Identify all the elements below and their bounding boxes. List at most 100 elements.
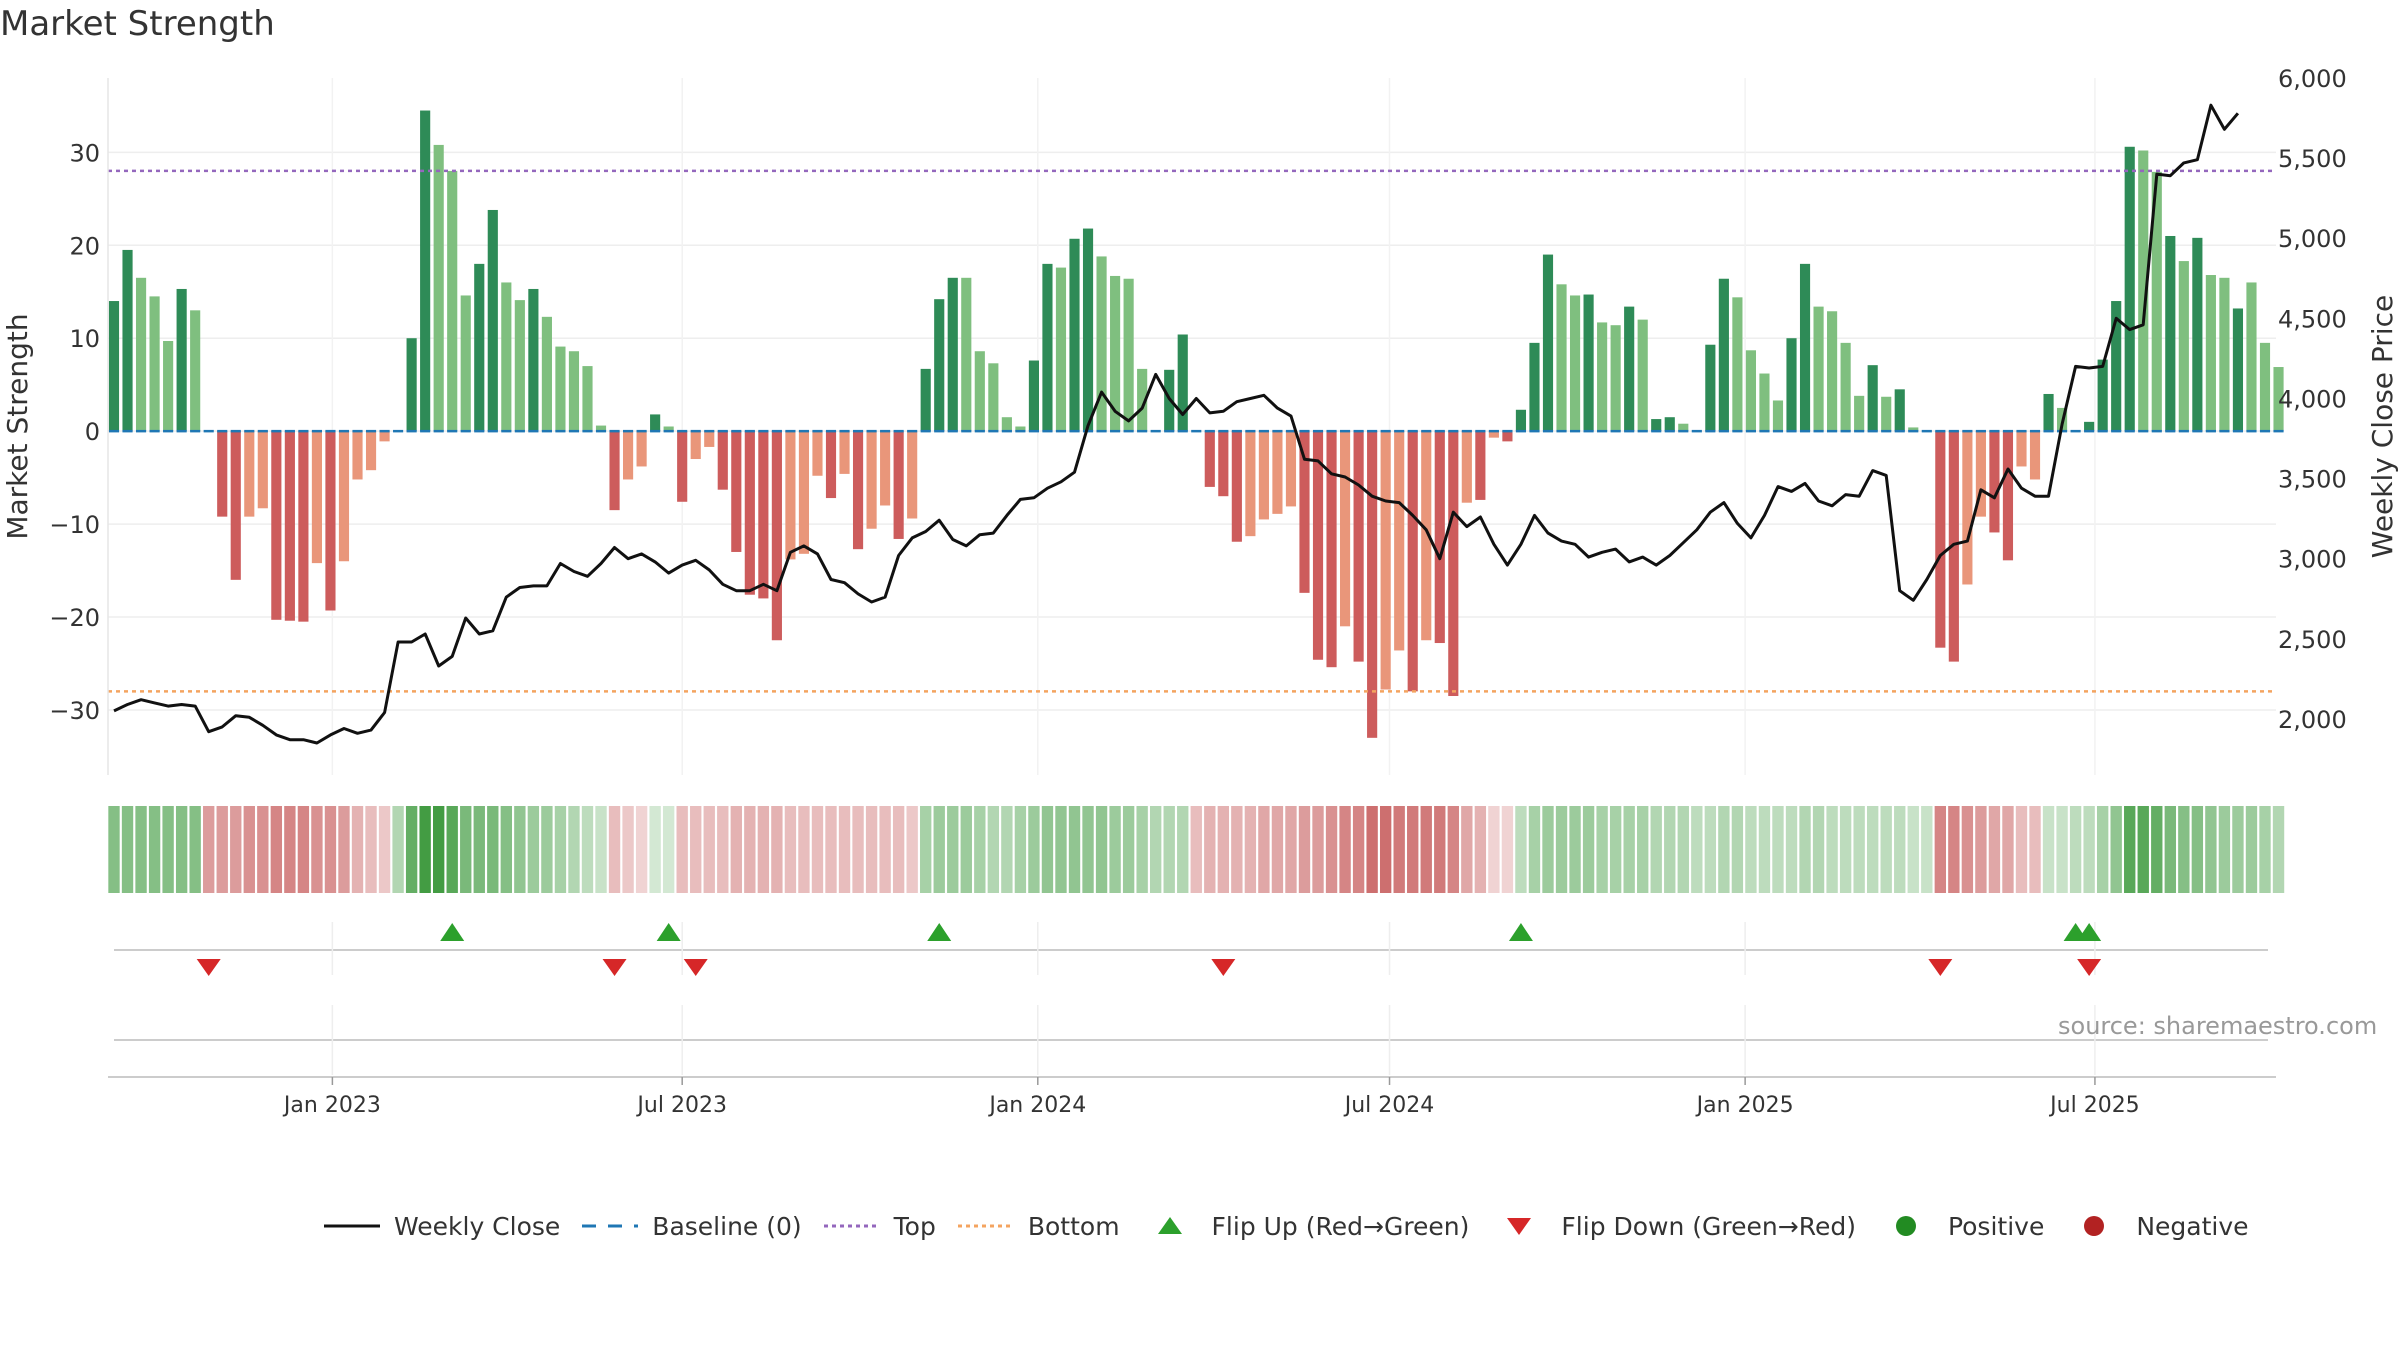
regime-cell	[1055, 806, 1067, 893]
legend-label: Flip Up (Red→Green)	[1211, 1211, 1470, 1241]
strength-bar	[1461, 431, 1472, 503]
strength-bar	[880, 431, 891, 506]
strength-bar	[2029, 431, 2041, 480]
regime-cell	[662, 806, 675, 893]
regime-cell	[216, 806, 228, 893]
regime-cell	[852, 806, 864, 893]
regime-cell	[1474, 806, 1487, 893]
strength-bar	[852, 431, 864, 550]
regime-cell	[148, 806, 161, 893]
strength-bar	[609, 431, 620, 511]
strength-bar	[1137, 368, 1148, 432]
regime-cell	[1488, 806, 1500, 893]
strength-bar	[1353, 431, 1364, 662]
strength-bar	[1515, 409, 1527, 432]
regime-cell	[1325, 806, 1338, 893]
regime-cell	[473, 806, 485, 893]
regime-cell	[622, 806, 634, 893]
strength-bar	[1542, 254, 1554, 432]
x-tick-label: Jan 2023	[282, 1093, 381, 1118]
strength-bar	[1759, 373, 1770, 432]
strength-bar	[230, 431, 241, 580]
regime-cell	[338, 806, 350, 893]
regime-cell	[541, 806, 553, 893]
regime-cell	[2110, 806, 2122, 893]
regime-cell	[1420, 806, 1432, 893]
regime-cell	[1366, 806, 1378, 893]
dotted-line-icon	[823, 1224, 880, 1228]
regime-cell	[1975, 806, 1987, 893]
regime-cell	[1731, 806, 1744, 893]
strength-bar	[1110, 275, 1121, 432]
regime-cell	[257, 806, 269, 893]
regime-cell	[757, 806, 770, 893]
strength-bar	[582, 366, 593, 432]
regime-cell	[1826, 806, 1838, 893]
strength-bar	[379, 431, 390, 442]
regime-cell	[879, 806, 891, 893]
strength-bar	[988, 363, 999, 432]
strength-bar	[2097, 359, 2108, 432]
regime-cell	[1934, 806, 1947, 893]
regime-cell	[121, 806, 134, 893]
regime-cell	[392, 806, 404, 893]
regime-cell	[446, 806, 458, 893]
regime-cell	[784, 806, 797, 893]
regime-cell	[203, 806, 215, 893]
regime-cell	[2178, 806, 2190, 893]
regime-cell	[2232, 806, 2244, 893]
regime-cell	[2083, 806, 2095, 893]
strength-bar	[1245, 431, 1256, 537]
regime-cell	[676, 806, 688, 893]
regime-cell	[1379, 806, 1392, 893]
strength-bar	[1299, 431, 1310, 593]
regime-cell	[987, 806, 1000, 893]
regime-cell	[1095, 806, 1108, 893]
regime-cell	[2164, 806, 2176, 893]
regime-cell	[906, 806, 918, 893]
regime-cell	[865, 806, 878, 893]
regime-cell	[2245, 806, 2258, 893]
strength-bar	[1569, 295, 1581, 432]
regime-cell	[581, 806, 594, 893]
regime-cell	[378, 806, 391, 893]
y-tick-label: 20	[69, 232, 100, 260]
strength-bar	[257, 431, 268, 509]
strength-bar	[1082, 228, 1094, 432]
regime-cell	[1718, 806, 1730, 893]
regime-cell	[635, 806, 648, 893]
legend-item: Flip Up (Red→Green)	[1140, 1211, 1470, 1241]
regime-cell	[1177, 806, 1189, 893]
strength-bar	[298, 431, 309, 622]
strength-bar	[2151, 171, 2162, 432]
strength-bar	[555, 346, 566, 432]
regime-cell	[1637, 806, 1649, 893]
y2-axis-label: Weekly Close Price	[2366, 295, 2399, 558]
strength-bar	[2192, 237, 2203, 432]
strength-bar	[1827, 311, 1838, 432]
regime-cell	[1555, 806, 1568, 893]
regime-cell	[2191, 806, 2204, 893]
regime-cell	[2259, 806, 2271, 893]
strength-bar	[311, 431, 322, 564]
dashed-line-icon	[582, 1224, 639, 1228]
regime-cell	[419, 806, 431, 893]
regime-cell	[175, 806, 188, 893]
strength-bar	[487, 209, 498, 432]
regime-cell	[2029, 806, 2041, 893]
regime-cell	[2069, 806, 2082, 893]
strength-bar	[812, 431, 823, 476]
triangle-up-icon	[1157, 1217, 1182, 1234]
regime-cell	[1163, 806, 1175, 893]
strength-bar	[2111, 301, 2122, 432]
strength-bar	[623, 431, 634, 480]
legend-item: Negative	[2064, 1211, 2249, 1241]
strength-bar	[190, 310, 201, 432]
regime-cell	[1812, 806, 1825, 893]
regime-cell	[960, 806, 972, 893]
circle-icon	[1895, 1216, 1916, 1236]
strength-bar	[1123, 278, 1134, 432]
regime-cell	[527, 806, 540, 893]
x-tick-label: Jul 2024	[1343, 1093, 1435, 1118]
regime-cell	[243, 806, 255, 893]
